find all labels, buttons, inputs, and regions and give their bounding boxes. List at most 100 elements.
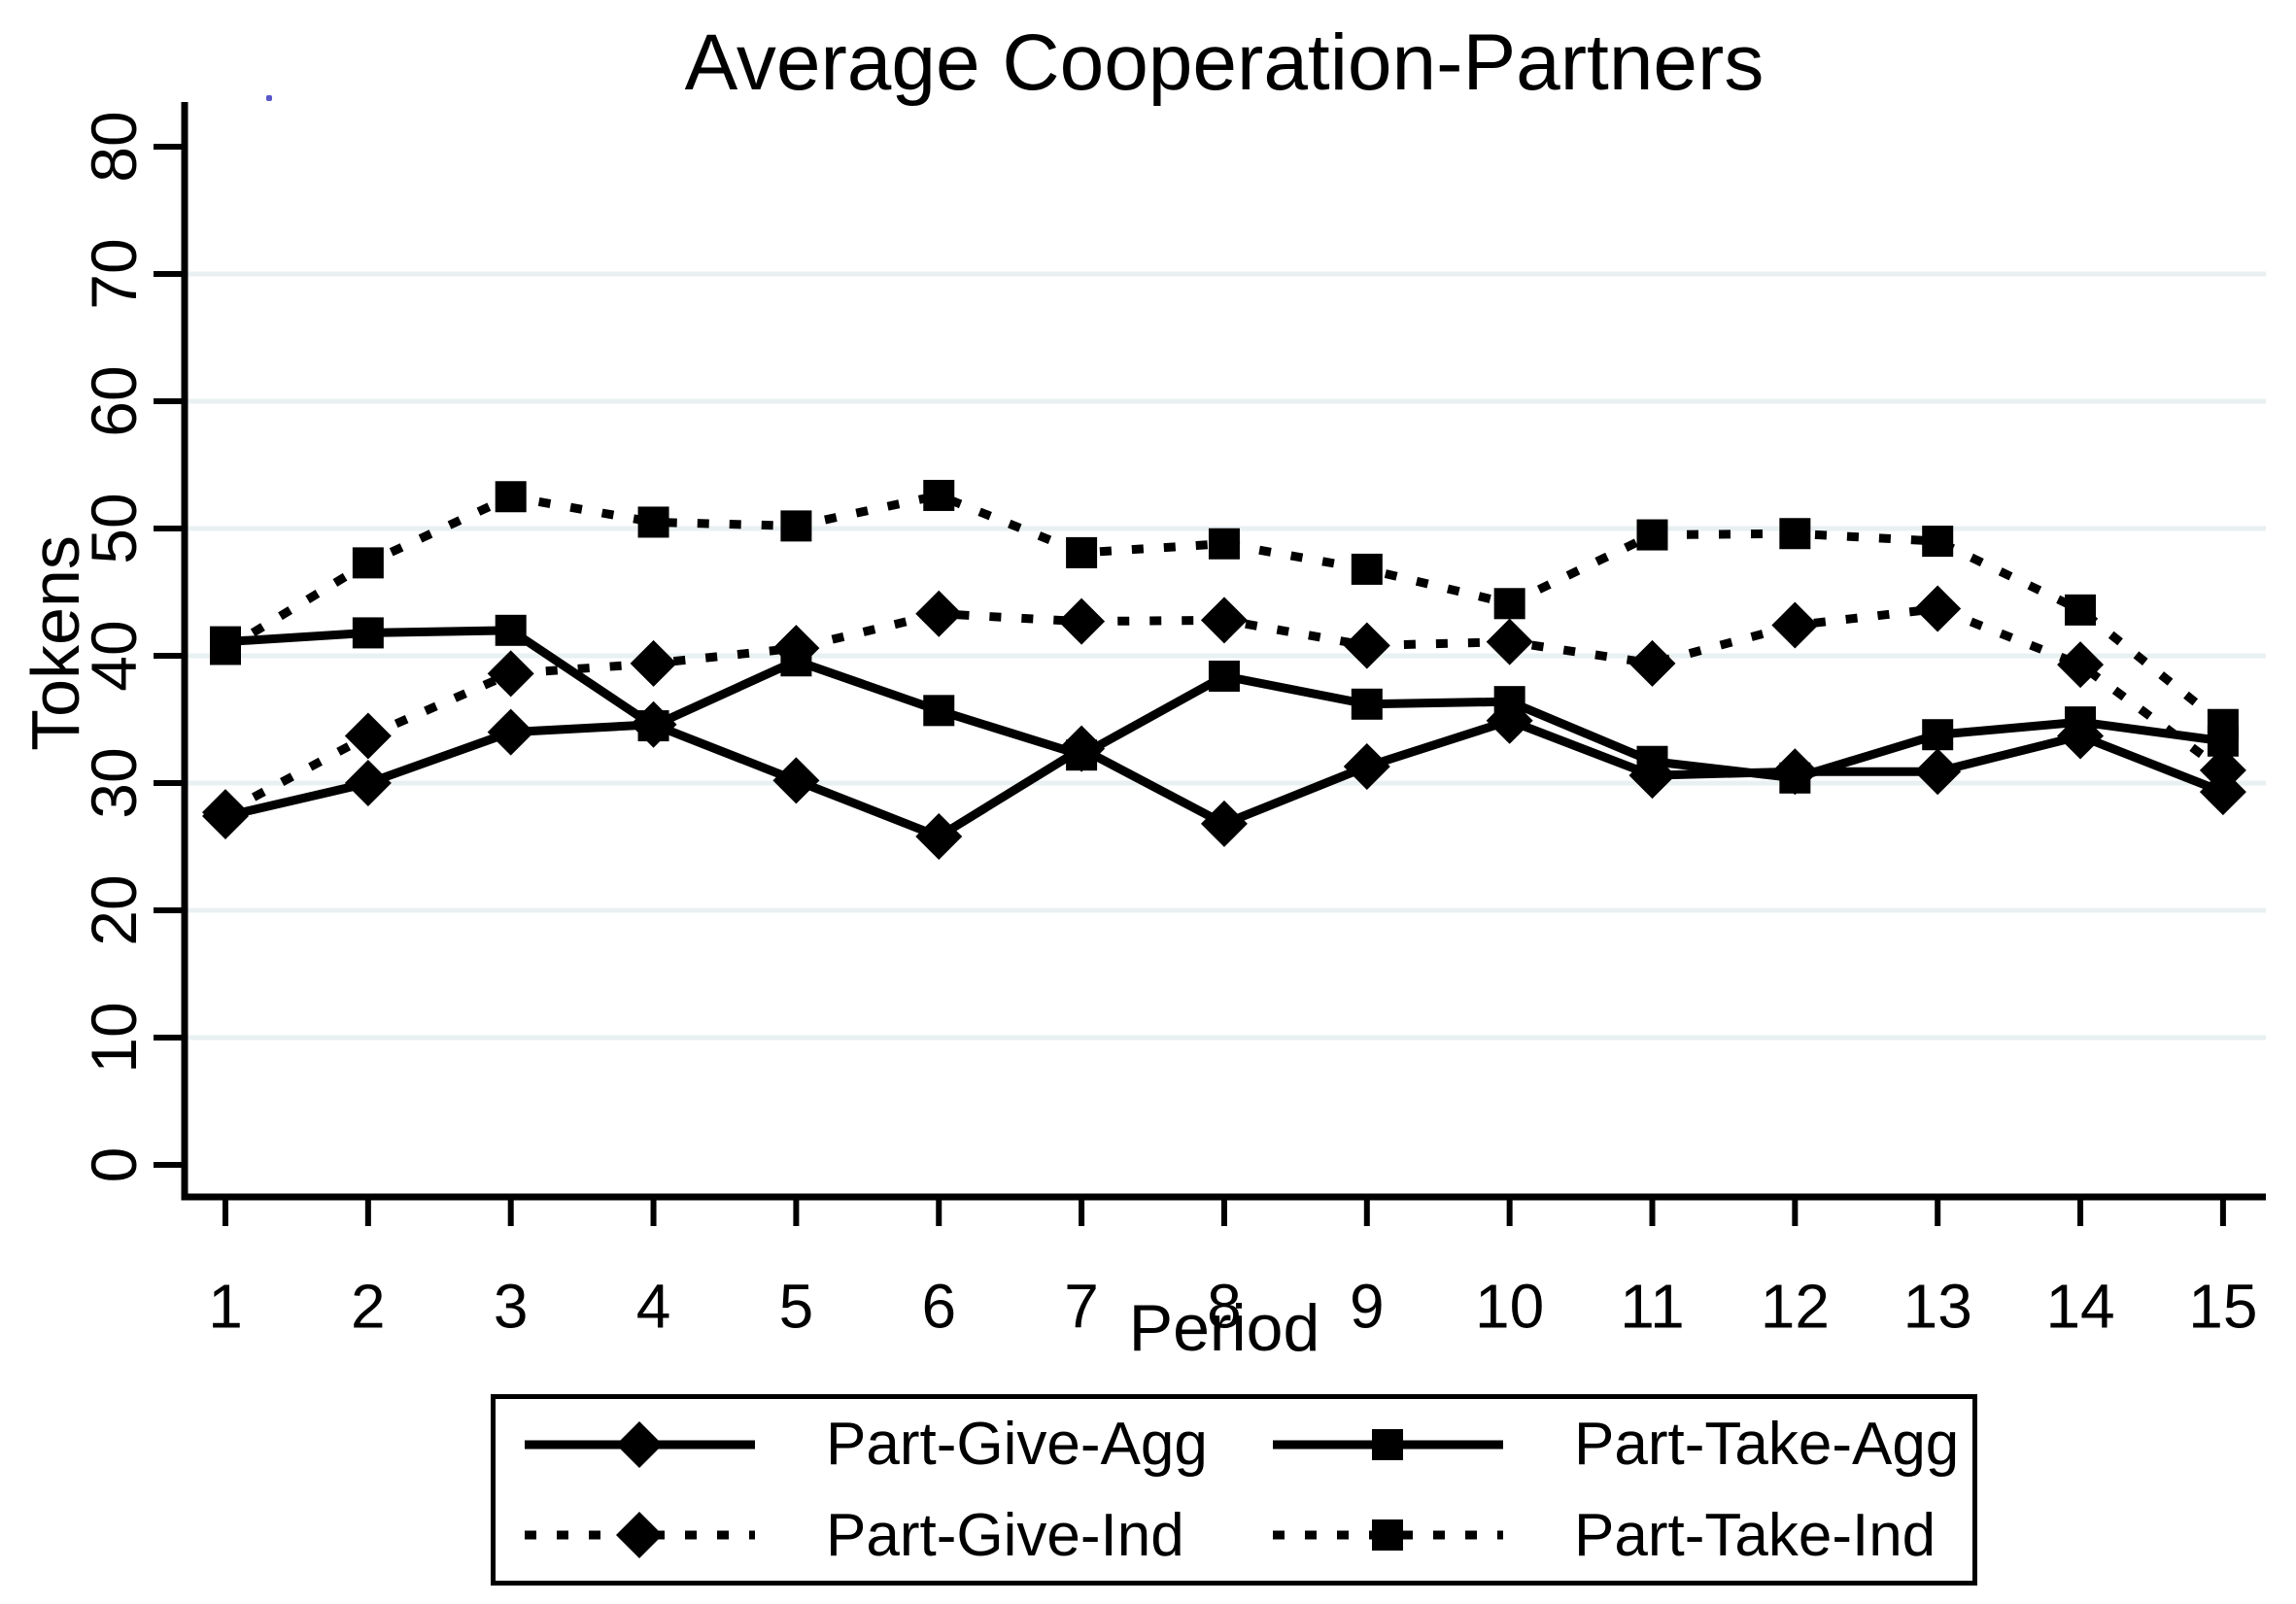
x-tick-label: 7	[1064, 1271, 1099, 1341]
marker-square	[352, 547, 384, 579]
markers-part-take-agg	[210, 614, 2239, 794]
marker-diamond	[1914, 748, 1962, 796]
marker-square	[1351, 688, 1383, 720]
marker-square	[1208, 528, 1240, 560]
marker-diamond	[487, 650, 534, 698]
marker-diamond	[2199, 746, 2246, 794]
x-tick-label: 12	[1761, 1271, 1830, 1341]
series-line-part-take-agg	[224, 626, 2224, 783]
marker-square	[1493, 686, 1525, 718]
marker-square	[1779, 762, 1811, 794]
legend-sample-part-give-ind	[525, 1512, 755, 1559]
marker-square	[637, 506, 669, 538]
marker-diamond	[915, 813, 963, 861]
x-axis-title: Period	[1128, 1291, 1320, 1365]
marker-diamond	[630, 639, 677, 687]
markers-part-give-ind	[202, 585, 2246, 836]
gridlines	[185, 271, 2266, 1041]
legend-sample-part-take-agg	[1273, 1428, 1503, 1460]
marker-square	[2207, 708, 2239, 740]
y-tick-label: 20	[78, 874, 150, 945]
marker-diamond	[915, 590, 963, 637]
x-tick-label: 2	[351, 1271, 386, 1341]
x-tick-label: 3	[494, 1271, 529, 1341]
marker-diamond	[1486, 618, 1533, 665]
y-tick-label: 30	[78, 747, 150, 818]
marker-diamond	[487, 708, 534, 756]
y-tick-label: 40	[78, 620, 150, 691]
marker-square	[495, 614, 527, 646]
marker-square	[352, 617, 384, 649]
marker-diamond	[1058, 597, 1106, 645]
marker-square	[780, 510, 812, 542]
marker-square	[1351, 553, 1383, 585]
legend-marker-square	[1372, 1428, 1403, 1460]
marker-square	[923, 695, 955, 727]
x-tick-label: 13	[1903, 1271, 1972, 1341]
legend-sample-part-take-ind	[1273, 1519, 1503, 1552]
y-tick-label: 80	[78, 111, 150, 182]
marker-square	[2065, 594, 2097, 626]
marker-square	[637, 710, 669, 742]
y-tick-label: 10	[78, 1002, 150, 1073]
marker-diamond	[1200, 800, 1248, 847]
marker-square	[1779, 518, 1811, 550]
legend-label-part-take-agg: Part-Take-Agg	[1574, 1411, 1960, 1479]
x-tick-label: 6	[921, 1271, 956, 1341]
y-axis-title: Tokens	[17, 535, 93, 751]
marker-square	[1636, 519, 1668, 551]
axes	[181, 102, 2266, 1201]
legend-box: Part-Give-Agg Part-Take-Agg Part-Give-In…	[491, 1394, 1977, 1586]
x-tick-label: 14	[2045, 1271, 2114, 1341]
y-tick-label: 60	[78, 365, 150, 436]
marker-square	[1066, 536, 1098, 568]
legend-marker-diamond	[616, 1420, 663, 1468]
marker-diamond	[1343, 742, 1390, 790]
marker-square	[1636, 745, 1668, 777]
marker-diamond	[1343, 622, 1390, 669]
legend-marker-square	[1372, 1519, 1403, 1552]
marker-square	[1208, 660, 1240, 692]
marker-diamond	[1200, 597, 1248, 644]
marker-diamond	[344, 712, 392, 760]
x-tick-label: 8	[1207, 1271, 1242, 1341]
marker-square	[1922, 526, 1954, 558]
chart-title: Average Cooperation-Partners	[684, 18, 1765, 107]
marker-square	[2065, 706, 2097, 738]
marker-square	[923, 479, 955, 511]
marker-square	[1493, 588, 1525, 620]
marker-diamond	[772, 625, 820, 672]
marker-square	[1922, 719, 1954, 751]
marker-diamond	[2057, 641, 2105, 689]
marker-diamond	[1914, 585, 1962, 632]
x-tick-label: 1	[208, 1271, 243, 1341]
marker-square	[210, 633, 241, 665]
marker-square	[495, 481, 527, 513]
marker-diamond	[772, 757, 820, 804]
marker-diamond	[1771, 601, 1819, 649]
stray-artifact-dot	[266, 95, 272, 101]
x-tick-label: 4	[636, 1271, 671, 1341]
y-tick-label: 50	[78, 493, 150, 563]
legend-label-part-give-agg: Part-Give-Agg	[826, 1411, 1208, 1479]
markers-part-take-ind	[210, 479, 2239, 740]
series-markers	[202, 479, 2246, 861]
x-tick-label: 10	[1475, 1271, 1544, 1341]
x-tick-label: 11	[1620, 1271, 1684, 1341]
legend-sample-part-give-agg	[525, 1420, 755, 1468]
x-ticks: 1 2 3 4 5 6 7 8 9 10 11 12 13 14 15	[208, 1197, 2257, 1341]
marker-diamond	[344, 760, 392, 806]
marker-diamond	[202, 789, 249, 836]
x-tick-label: 15	[2188, 1271, 2257, 1341]
y-tick-label: 0	[78, 1147, 150, 1183]
x-tick-label: 9	[1350, 1271, 1385, 1341]
marker-diamond	[1628, 639, 1676, 687]
legend-marker-diamond	[616, 1512, 663, 1559]
marker-square	[1066, 739, 1098, 771]
legend-label-part-give-ind: Part-Give-Ind	[826, 1501, 1184, 1569]
y-tick-label: 70	[78, 238, 150, 309]
y-ticks: 0 10 20 30 40 50 60 70 80	[78, 111, 185, 1182]
x-tick-label: 5	[779, 1271, 814, 1341]
